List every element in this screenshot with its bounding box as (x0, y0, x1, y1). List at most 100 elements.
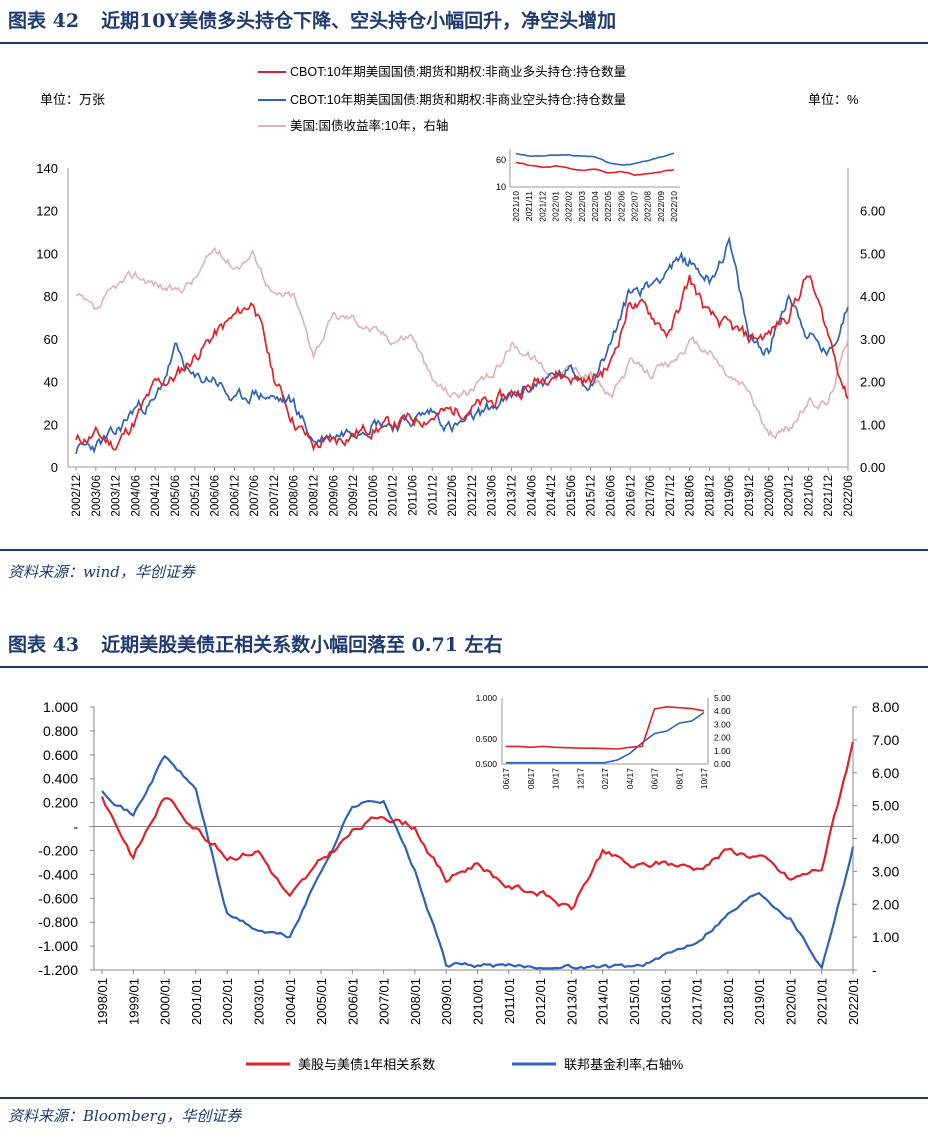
x-tick-label: 2018/06 (685, 475, 697, 517)
x-tick-label: 2008/12 (309, 475, 321, 517)
figure-caption: 近期10Y美债多头持仓下降、空头持仓小幅回升，净空头增加 (101, 10, 617, 32)
inset-x-tick-label: 2022/05 (603, 191, 613, 222)
series-line (75, 246, 849, 440)
inset-x-tick-label: 02/17 (600, 768, 610, 790)
x-tick-label: 2007/01 (377, 978, 392, 1025)
unit-left: 单位：万张 (40, 92, 105, 107)
x-tick-label: 2006/06 (210, 475, 222, 517)
inset-series-line (506, 705, 705, 750)
inset-y-tick-label: 1.000 (476, 693, 498, 703)
source-rule (0, 1097, 928, 1099)
x-tick-label: 2013/06 (487, 475, 499, 517)
y2-tick-label: 7.00 (872, 732, 899, 748)
y2-tick-label: 6.00 (872, 765, 899, 781)
unit-right: 单位：% (808, 92, 859, 107)
inset-x-tick-label: 04/17 (625, 768, 635, 790)
inset-x-tick-label: 12/17 (575, 768, 585, 790)
inset-x-tick-label: 2022/08 (643, 191, 653, 222)
series-line (75, 274, 849, 452)
y2-tick-label: 5.00 (860, 246, 885, 261)
inset-x-tick-label: 2022/06 (616, 191, 626, 222)
y-tick-label: 0.200 (43, 795, 78, 811)
x-tick-label: 2019/06 (724, 475, 736, 517)
x-tick-label: 2013/12 (506, 475, 518, 517)
inset-y2-tick-label: 3.00 (714, 719, 731, 729)
x-tick-label: 2016/01 (658, 978, 673, 1025)
y-tick-label: - (73, 819, 78, 835)
y-tick-label: 20 (44, 417, 58, 432)
legend-label: 美股与美债1年相关系数 (298, 1057, 435, 1072)
y-tick-label: 60 (44, 332, 58, 347)
inset-x-tick-label: 10/17 (551, 768, 561, 790)
inset-x-tick-label: 2022/03 (577, 191, 587, 222)
inset-y-tick-label: 0.500 (476, 734, 498, 744)
y-tick-label: 0.400 (43, 771, 78, 787)
y2-tick-label: 8.00 (872, 699, 899, 715)
y2-tick-label: 4.00 (860, 289, 885, 304)
y2-tick-label: - (872, 962, 877, 978)
x-tick-label: 2012/01 (533, 978, 548, 1025)
inset-x-tick-label: 08/17 (526, 768, 536, 790)
x-tick-label: 2015/01 (627, 978, 642, 1025)
x-tick-label: 2020/01 (783, 978, 798, 1025)
x-tick-label: 2004/01 (283, 978, 298, 1025)
x-tick-label: 1999/01 (126, 978, 141, 1025)
y-tick-label: 40 (44, 375, 58, 390)
x-tick-label: 2021/01 (815, 978, 830, 1025)
series-line (75, 235, 849, 455)
y2-tick-label: 2.00 (872, 896, 899, 912)
y2-tick-label: 3.00 (860, 332, 885, 347)
y2-tick-label: 5.00 (872, 798, 899, 814)
inset-x-tick-label: 2022/07 (630, 191, 640, 222)
x-tick-label: 2004/06 (130, 475, 142, 517)
y-tick-label: -1.000 (38, 938, 78, 954)
inset-y2-tick-label: 0.00 (714, 759, 731, 769)
inset-x-tick-label: 06/17 (501, 768, 511, 790)
x-tick-label: 2017/01 (690, 978, 705, 1025)
legend-label: 联邦基金利率,右轴% (564, 1057, 684, 1072)
source-rule (0, 549, 928, 551)
x-tick-label: 2021/12 (823, 475, 835, 517)
title-rule (0, 666, 928, 668)
y2-tick-label: 2.00 (860, 375, 885, 390)
x-tick-label: 2014/12 (546, 475, 558, 517)
inset-x-tick-label: 2021/11 (524, 191, 534, 221)
x-tick-label: 2000/01 (158, 978, 173, 1025)
inset-y2-tick-label: 4.00 (714, 706, 731, 716)
x-tick-label: 2010/12 (388, 475, 400, 517)
x-tick-label: 2020/06 (764, 475, 776, 517)
series-line (100, 741, 855, 911)
x-tick-label: 2017/06 (645, 475, 657, 517)
x-tick-label: 2020/12 (784, 475, 796, 517)
x-tick-label: 2005/12 (190, 475, 202, 517)
y2-tick-label: 1.00 (860, 417, 885, 432)
x-tick-label: 2003/06 (91, 475, 103, 517)
legend-label: CBOT:10年期美国国债:期货和期权:非商业多头持仓:持仓数量 (290, 64, 626, 79)
inset-series-line (515, 161, 675, 177)
series-line (101, 754, 855, 970)
x-tick-label: 2012/12 (467, 475, 479, 517)
source-note: 资料来源：wind，华创证券 (8, 563, 195, 581)
x-tick-label: 2016/06 (605, 475, 617, 517)
y2-tick-label: 3.00 (872, 863, 899, 879)
inset-x-tick-label: 10/17 (699, 768, 709, 790)
x-tick-label: 2010/06 (368, 475, 380, 517)
inset-y-tick-label: 0.500 (476, 759, 498, 769)
x-tick-label: 2009/06 (328, 475, 340, 517)
y2-tick-label: 1.00 (872, 929, 899, 945)
figure-title: 图表 42 近期10Y美债多头持仓下降、空头持仓小幅回升，净空头增加 (8, 6, 638, 33)
inset-y-tick-label: 60 (496, 155, 506, 165)
y-tick-label: 0.600 (43, 747, 78, 763)
x-tick-label: 2022/01 (846, 978, 861, 1025)
x-tick-label: 2009/12 (348, 475, 360, 517)
x-tick-label: 2005/01 (314, 978, 329, 1025)
y-tick-label: 0.800 (43, 723, 78, 739)
y2-tick-label: 0.00 (860, 460, 885, 475)
y-tick-label: 100 (36, 246, 58, 261)
inset-series-line (515, 152, 675, 166)
x-tick-label: 2004/12 (150, 475, 162, 517)
inset-x-tick-label: 2022/01 (551, 191, 561, 222)
y-tick-label: -0.200 (38, 842, 78, 858)
x-tick-label: 2007/06 (249, 475, 261, 517)
inset-y2-tick-label: 5.00 (714, 693, 731, 703)
